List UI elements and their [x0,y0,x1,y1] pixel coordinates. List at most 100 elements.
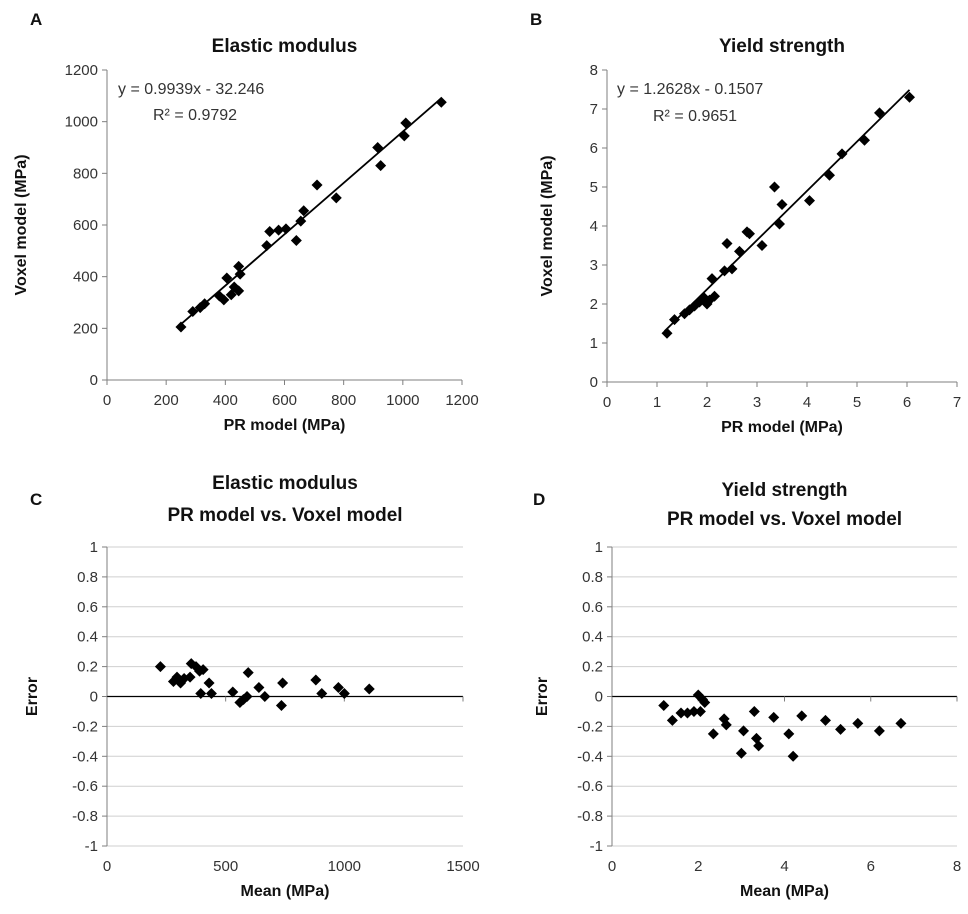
y-tick-label: 6 [590,140,598,157]
data-point [280,223,292,235]
data-point [666,714,678,726]
data-point [435,96,447,108]
data-point [398,130,410,142]
x-axis-label: Mean (MPa) [241,883,330,900]
data-point [175,321,187,333]
data-point [783,728,795,740]
data-point [203,677,215,689]
data-point [233,285,245,297]
y-tick-label: 0.2 [582,659,603,676]
y-tick-label: -0.6 [72,778,98,795]
data-point [768,711,780,723]
data-point [787,750,799,762]
x-tick-label: 1 [653,394,661,411]
data-point [277,677,289,689]
data-point [197,664,209,676]
x-tick-label: 1500 [446,858,479,875]
x-tick-label: 1000 [328,858,361,875]
y-tick-label: 0 [590,374,598,391]
data-point [753,740,765,752]
x-tick-label: 0 [103,858,111,875]
trendline [180,97,442,325]
y-tick-label: -0.4 [577,748,603,765]
data-point [852,717,864,729]
x-tick-label: 8 [953,858,961,875]
y-tick-label: 0.8 [582,569,603,586]
y-tick-label: -0.6 [577,778,603,795]
data-point [363,683,375,695]
y-tick-label: 0.2 [77,659,98,676]
data-point [895,717,907,729]
data-point [154,661,166,673]
x-tick-label: 1000 [386,392,419,409]
data-point [298,205,310,217]
data-point [694,705,706,717]
data-point [734,245,745,257]
data-point [873,725,885,737]
data-point [819,714,831,726]
data-point [699,696,711,708]
y-axis-label: Voxel model (MPa) [539,155,556,296]
data-point [187,306,199,318]
x-tick-label: 3 [753,394,761,411]
data-point [233,260,245,272]
data-point [241,691,253,702]
panel-label-c: C [30,490,42,509]
y-tick-label: 1200 [65,62,98,79]
data-point [776,199,788,211]
data-point [234,268,246,280]
x-tick-label: 500 [213,858,238,875]
panel-label-b: B [530,10,542,29]
y-tick-label: -1 [85,838,98,855]
data-point [295,215,307,227]
data-point [688,705,700,717]
x-tick-label: 4 [780,858,788,875]
chart-title: PR model vs. Voxel model [167,505,402,526]
data-point [735,747,747,759]
panel-label-d: D [533,490,545,509]
x-tick-label: 6 [903,394,911,411]
data-point [311,179,323,191]
y-tick-label: -0.2 [72,718,98,735]
data-point [338,688,350,700]
y-axis-label: Error [24,677,41,716]
data-point [904,91,915,103]
x-axis-label: PR model (MPa) [721,419,843,436]
data-point [275,699,287,711]
data-point [253,682,265,694]
x-tick-label: 7 [953,394,961,411]
data-point [400,117,412,129]
regression-equation: y = 0.9939x - 32.246 [118,81,264,98]
y-tick-label: 2 [590,296,598,313]
data-point [824,169,835,181]
data-point [859,134,870,146]
y-tick-label: 400 [73,269,98,286]
x-tick-label: 200 [154,392,179,409]
x-tick-label: 600 [272,392,297,409]
y-tick-label: 3 [590,257,598,274]
data-point [709,290,720,302]
y-tick-label: 1 [595,539,603,556]
data-point [706,273,718,285]
data-point [661,327,673,339]
y-tick-label: 0.8 [77,569,98,586]
y-tick-label: 0.6 [582,599,603,616]
data-point [669,314,680,326]
x-tick-label: 0 [608,858,616,875]
x-tick-label: 2 [694,858,702,875]
y-tick-label: 0.6 [77,599,98,616]
x-tick-label: 4 [803,394,811,411]
y-tick-label: 7 [590,101,598,118]
data-point [332,682,344,694]
x-tick-label: 5 [853,394,861,411]
data-point [264,225,276,237]
r-squared: R² = 0.9651 [653,108,737,125]
data-point [259,691,271,702]
data-point [218,294,230,306]
x-tick-label: 800 [331,392,356,409]
data-point [836,148,848,160]
chart-title: Elastic modulus [212,36,358,57]
data-point [719,265,730,277]
data-point [372,142,384,153]
data-point [290,235,302,246]
